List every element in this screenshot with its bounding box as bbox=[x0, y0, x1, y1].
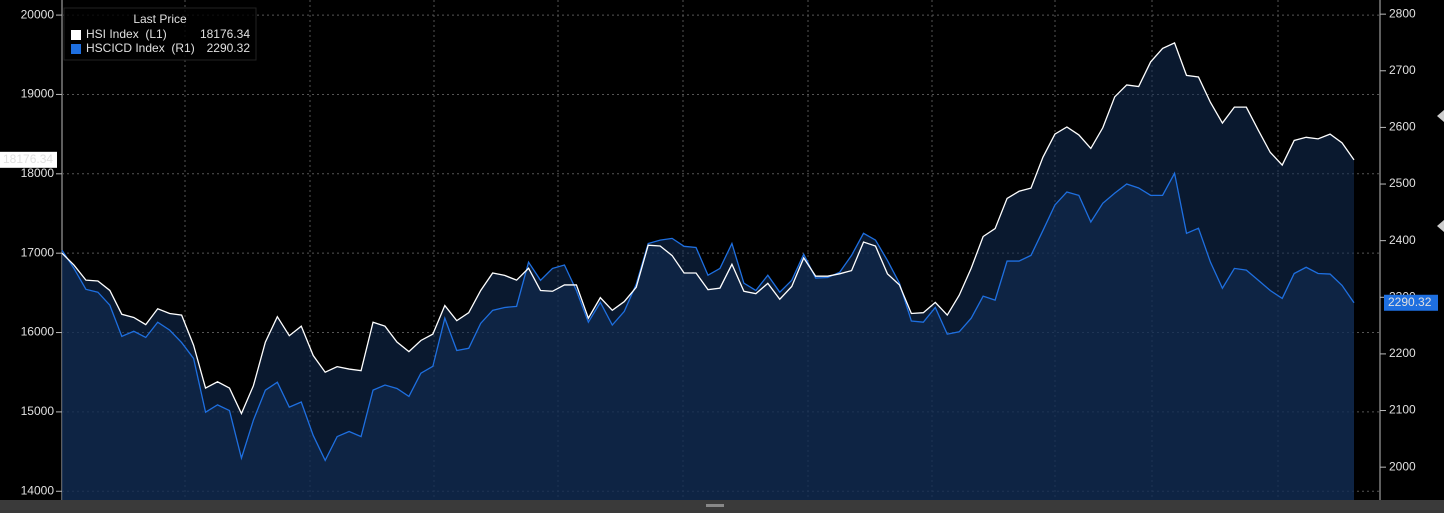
legend-label: HSCICD Index (R1) bbox=[86, 41, 195, 55]
scroll-handle bbox=[706, 504, 724, 507]
area bbox=[62, 173, 1354, 500]
y2-tick-label: 2600 bbox=[1389, 120, 1416, 134]
y2-tick-label: 2400 bbox=[1389, 233, 1416, 247]
edge-marker bbox=[1437, 110, 1444, 122]
y-tick-label: 15000 bbox=[21, 404, 55, 418]
last-value-flag bbox=[1384, 294, 1438, 311]
y2-tick-label: 2700 bbox=[1389, 63, 1416, 77]
legend-swatch bbox=[71, 30, 81, 40]
legend-value: 18176.34 bbox=[200, 27, 250, 41]
y-tick-label: 18000 bbox=[21, 166, 55, 180]
y-tick-label: 14000 bbox=[21, 483, 55, 497]
y2-tick-label: 2100 bbox=[1389, 403, 1416, 417]
last-value-flag bbox=[0, 151, 57, 168]
last-value-label: 18176.34 bbox=[3, 152, 53, 166]
y-tick-label: 16000 bbox=[21, 325, 55, 339]
y-tick-label: 20000 bbox=[21, 7, 55, 21]
line bbox=[61, 171, 1355, 462]
legend-swatch bbox=[71, 44, 81, 54]
y-tick-label: 19000 bbox=[21, 87, 55, 101]
line bbox=[61, 41, 1355, 416]
last-value-label: 2290.32 bbox=[1388, 295, 1432, 309]
legend-title: Last Price bbox=[133, 12, 187, 26]
y2-tick-label: 2800 bbox=[1389, 6, 1416, 20]
legend-value: 2290.32 bbox=[207, 41, 251, 55]
legend-box bbox=[63, 7, 257, 61]
y2-tick-label: 2500 bbox=[1389, 176, 1416, 190]
y2-tick-label: 2200 bbox=[1389, 346, 1416, 360]
legend-label: HSI Index (L1) bbox=[86, 27, 167, 41]
edge-marker bbox=[1437, 220, 1444, 232]
y2-tick-label: 2000 bbox=[1389, 459, 1416, 473]
y-tick-label: 17000 bbox=[21, 245, 55, 259]
